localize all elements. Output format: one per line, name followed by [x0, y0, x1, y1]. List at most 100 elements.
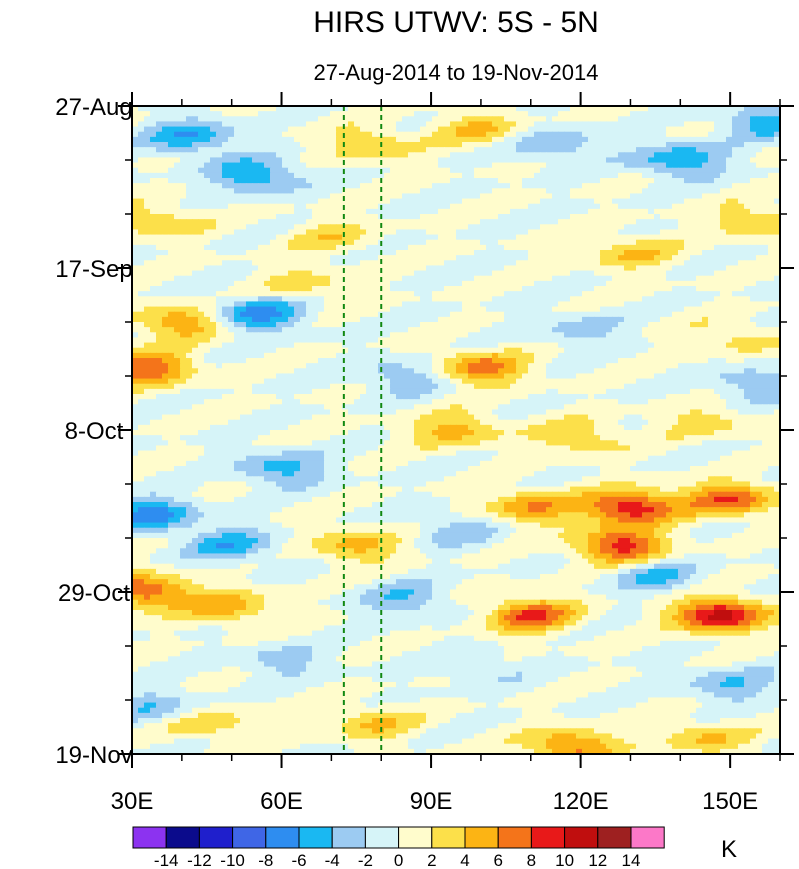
heat-cell [750, 193, 757, 200]
heat-cell [270, 203, 277, 210]
heat-cell [606, 157, 613, 164]
heat-cell [528, 255, 535, 261]
heat-cell [624, 265, 631, 272]
heat-cell [522, 157, 529, 164]
heat-cell [420, 306, 427, 313]
heat-cell [522, 229, 529, 236]
heat-cell [558, 208, 565, 215]
heat-cell [600, 152, 607, 159]
heat-cell [300, 270, 307, 277]
heat-cell [498, 255, 505, 261]
heat-cell [642, 126, 649, 133]
heat-cell [198, 250, 205, 256]
heat-cell [270, 136, 277, 143]
heat-cell [684, 265, 691, 272]
heat-cell [468, 172, 475, 179]
heat-cell [384, 172, 391, 179]
heat-cell [354, 291, 361, 297]
heat-cell [768, 219, 775, 225]
heat-cell [720, 291, 727, 297]
heat-cell [132, 152, 139, 159]
heat-cell [732, 208, 739, 215]
heat-cell [666, 131, 673, 138]
heat-cell [390, 193, 397, 200]
heat-cell [408, 306, 415, 313]
heat-cell [252, 342, 259, 349]
heat-cell [174, 327, 181, 333]
heat-cell [744, 280, 751, 287]
heat-cell [504, 250, 511, 256]
heat-cell [456, 131, 463, 138]
heat-cell [462, 260, 469, 267]
heat-cell [294, 116, 301, 123]
heat-cell [444, 203, 451, 210]
heat-cell [702, 265, 709, 272]
heat-cell [306, 121, 313, 128]
heat-cell [330, 322, 337, 328]
heat-cell [222, 260, 229, 267]
heat-cell [558, 142, 565, 148]
heat-cell [642, 327, 649, 333]
heat-cell [594, 286, 601, 292]
heat-cell [318, 316, 325, 323]
heat-cell [648, 219, 655, 225]
heat-cell [462, 111, 469, 117]
heat-cell [654, 198, 661, 205]
heat-cell [312, 126, 319, 133]
heat-cell [174, 106, 181, 112]
heat-cell [306, 337, 313, 344]
heat-cell [582, 291, 589, 297]
heat-cell [144, 270, 151, 277]
heat-cell [738, 229, 745, 236]
heat-cell [648, 214, 655, 220]
heat-cell [678, 116, 685, 123]
heat-cell [240, 188, 247, 195]
heat-cell [540, 193, 547, 200]
heat-cell [360, 229, 367, 236]
heat-cell [144, 286, 151, 292]
heat-cell [600, 229, 607, 236]
heat-cell [558, 280, 565, 287]
heat-cell [660, 193, 667, 200]
heat-cell [306, 106, 313, 112]
heat-cell [186, 106, 193, 112]
heat-cell [498, 260, 505, 267]
heat-cell [336, 162, 343, 169]
heat-cell [144, 316, 151, 323]
heat-cell [438, 178, 445, 184]
heat-cell [426, 260, 433, 267]
heat-cell [288, 291, 295, 297]
heat-cell [654, 106, 661, 112]
heat-cell [306, 214, 313, 220]
heat-cell [282, 306, 289, 313]
heat-cell [132, 239, 139, 246]
heat-cell [186, 280, 193, 287]
heat-cell [372, 121, 379, 128]
heat-cell [660, 208, 667, 215]
heat-cell [186, 286, 193, 292]
heat-cell [606, 131, 613, 138]
heat-cell [186, 172, 193, 179]
heat-cell [648, 167, 655, 174]
heat-cell [438, 239, 445, 246]
heat-cell [732, 255, 739, 261]
heat-cell [420, 208, 427, 215]
heat-cell [150, 198, 157, 205]
heat-cell [516, 229, 523, 236]
heat-cell [264, 126, 271, 133]
heat-cell [414, 275, 421, 282]
heat-cell [264, 111, 271, 117]
heat-cell [486, 275, 493, 282]
heat-cell [654, 291, 661, 297]
heat-cell [546, 167, 553, 174]
heat-cell [702, 188, 709, 195]
heat-cell [720, 301, 727, 308]
heat-cell [708, 111, 715, 117]
heat-cell [420, 311, 427, 318]
heat-cell [558, 270, 565, 277]
heat-cell [144, 327, 151, 333]
heat-cell [288, 188, 295, 195]
heat-cell [654, 322, 661, 328]
heat-cell [198, 214, 205, 220]
heat-cell [726, 229, 733, 236]
